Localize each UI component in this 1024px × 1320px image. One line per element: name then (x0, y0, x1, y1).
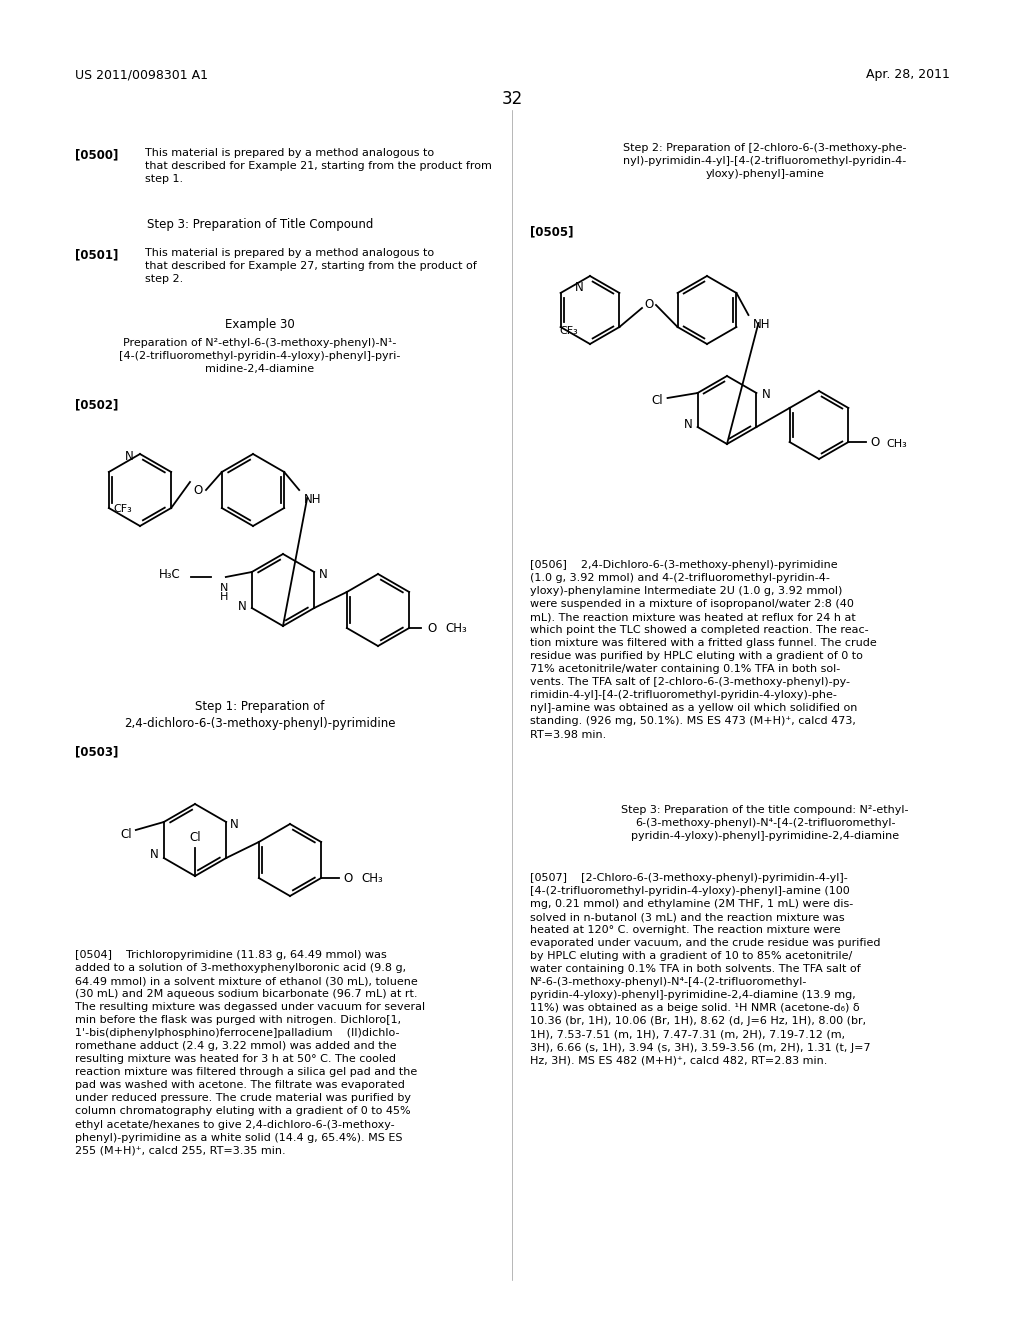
Text: [0506]    2,4-Dichloro-6-(3-methoxy-phenyl)-pyrimidine
(1.0 g, 3.92 mmol) and 4-: [0506] 2,4-Dichloro-6-(3-methoxy-phenyl)… (530, 560, 877, 739)
Text: [0505]: [0505] (530, 224, 573, 238)
Text: Cl: Cl (120, 828, 132, 841)
Text: Preparation of N²-ethyl-6-(3-methoxy-phenyl)-N¹-
[4-(2-trifluoromethyl-pyridin-4: Preparation of N²-ethyl-6-(3-methoxy-phe… (120, 338, 400, 374)
Text: NH: NH (304, 492, 322, 506)
Text: Example 30: Example 30 (225, 318, 295, 331)
Text: Step 2: Preparation of [2-chloro-6-(3-methoxy-phe-
nyl)-pyrimidin-4-yl]-[4-(2-tr: Step 2: Preparation of [2-chloro-6-(3-me… (624, 143, 906, 178)
Text: Step 1: Preparation of
2,4-dichloro-6-(3-methoxy-phenyl)-pyrimidine: Step 1: Preparation of 2,4-dichloro-6-(3… (124, 700, 395, 730)
Text: N: N (230, 818, 239, 832)
Text: O: O (427, 622, 436, 635)
Text: [0502]: [0502] (75, 399, 119, 411)
Text: [0507]    [2-Chloro-6-(3-methoxy-phenyl)-pyrimidin-4-yl]-
[4-(2-trifluoromethyl-: [0507] [2-Chloro-6-(3-methoxy-phenyl)-py… (530, 873, 881, 1065)
Text: N
H: N H (219, 583, 228, 602)
Text: N: N (238, 599, 247, 612)
Text: Apr. 28, 2011: Apr. 28, 2011 (866, 69, 950, 81)
Text: O: O (644, 298, 653, 312)
Text: This material is prepared by a method analogous to
that described for Example 27: This material is prepared by a method an… (145, 248, 477, 284)
Text: N: N (762, 388, 770, 401)
Text: CF₃: CF₃ (559, 326, 578, 337)
Text: N: N (151, 849, 159, 862)
Text: H₃C: H₃C (159, 569, 181, 582)
Text: CH₃: CH₃ (887, 440, 907, 449)
Text: N: N (319, 568, 328, 581)
Text: N: N (684, 418, 692, 432)
Text: [0500]: [0500] (75, 148, 119, 161)
Text: [0503]: [0503] (75, 744, 119, 758)
Text: Step 3: Preparation of the title compound: N²-ethyl-
6-(3-methoxy-phenyl)-N⁴-[4-: Step 3: Preparation of the title compoun… (622, 805, 908, 841)
Text: Cl: Cl (651, 395, 663, 408)
Text: US 2011/0098301 A1: US 2011/0098301 A1 (75, 69, 208, 81)
Text: NH: NH (753, 318, 770, 331)
Text: N: N (125, 450, 134, 462)
Text: [0504]    Trichloropyrimidine (11.83 g, 64.49 mmol) was
added to a solution of 3: [0504] Trichloropyrimidine (11.83 g, 64.… (75, 950, 425, 1155)
Text: Cl: Cl (189, 832, 201, 843)
Text: O: O (870, 436, 880, 449)
Text: O: O (343, 871, 352, 884)
Text: This material is prepared by a method analogous to
that described for Example 21: This material is prepared by a method an… (145, 148, 492, 183)
Text: CF₃: CF₃ (114, 504, 132, 513)
Text: 32: 32 (502, 90, 522, 108)
Text: N: N (575, 281, 584, 294)
Text: Step 3: Preparation of Title Compound: Step 3: Preparation of Title Compound (146, 218, 373, 231)
Text: [0501]: [0501] (75, 248, 119, 261)
Text: CH₃: CH₃ (445, 622, 467, 635)
Text: CH₃: CH₃ (361, 871, 383, 884)
Text: O: O (194, 483, 203, 496)
